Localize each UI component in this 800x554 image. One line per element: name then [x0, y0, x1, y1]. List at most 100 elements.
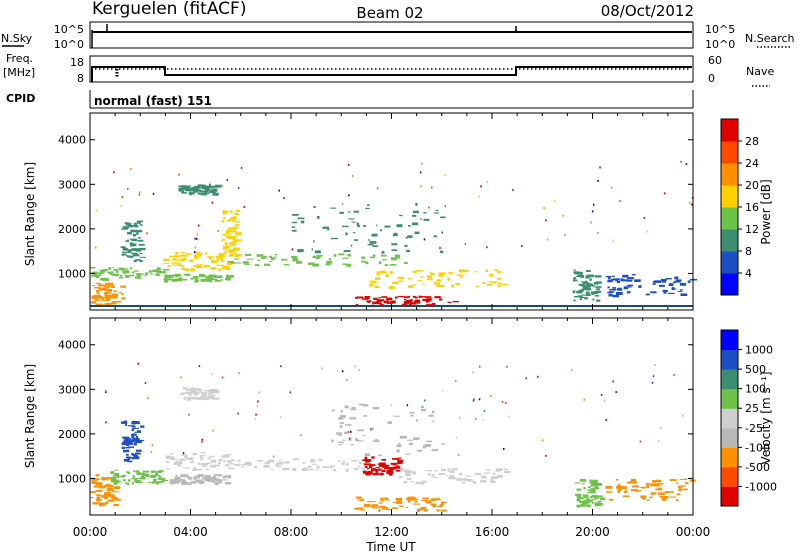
velocity-echo-cell [96, 494, 100, 497]
velocity-echo-cell [375, 438, 378, 442]
power-echo-cell [126, 255, 129, 257]
velocity-echo-cell [226, 476, 231, 479]
velocity-echo-cell [370, 464, 376, 467]
velocity-echo-cell [127, 460, 133, 463]
date-title: 08/Oct/2012 [601, 2, 694, 20]
power-echo-cell [497, 282, 502, 285]
velocity-echo-cell [623, 495, 630, 498]
velocity-noise-cell [659, 427, 662, 430]
power-echo-cell [407, 235, 413, 238]
power-echo-cell [120, 274, 122, 277]
velocity-echo-cell [504, 470, 511, 474]
velocity-echo-cell [393, 415, 400, 417]
power-echo-cell [205, 188, 209, 191]
velocity-echo-cell [434, 476, 438, 479]
velocity-echo-cell [387, 508, 391, 511]
velocity-echo-cell [117, 480, 121, 483]
velocity-echo-cell [583, 487, 586, 490]
power-echo-cell [366, 204, 370, 206]
velocity-echo-cell [265, 461, 269, 463]
velocity-echo-cell [483, 472, 491, 474]
velocity-echo-cell [437, 505, 440, 508]
velocity-echo-cell [389, 467, 397, 470]
power-echo-cell [123, 248, 129, 251]
velocity-echo-cell [388, 473, 393, 476]
velocity-noise-cell [482, 418, 484, 421]
velocity-echo-cell [292, 458, 299, 461]
velocity-echo-cell [595, 504, 600, 507]
velocity-echo-cell [183, 396, 186, 398]
power-echo-cell [130, 243, 135, 247]
power-echo-cell [578, 289, 585, 292]
power-echo-cell [189, 259, 193, 263]
velocity-noise-cell [478, 398, 481, 401]
velocity-noise-cell [257, 400, 259, 403]
velocity-echo-cell [441, 501, 447, 503]
power-echo-cell [172, 274, 178, 277]
power-echo-cell [223, 217, 226, 219]
velocity-echo-cell [150, 474, 157, 478]
cpid-value: normal (fast) 151 [94, 94, 212, 108]
power-echo-cell [181, 185, 187, 188]
power-echo-cell [167, 275, 173, 277]
velocity-x-ticks [89, 318, 694, 515]
power-noise-cell [444, 174, 446, 176]
power-echo-cell [462, 269, 469, 273]
power-noise-cell [380, 229, 382, 232]
power-echo-cell [229, 210, 233, 213]
power-echo-cell [211, 188, 217, 190]
velocity-colorbar-swatch [721, 408, 738, 429]
power-noise-cell [691, 203, 693, 206]
velocity-echo-cell [134, 479, 141, 483]
velocity-noise-cell [612, 380, 614, 383]
velocity-noise-cell [472, 399, 475, 402]
power-echo-cell [627, 277, 634, 280]
power-echo-cell [244, 263, 251, 265]
velocity-echo-cell [661, 498, 667, 501]
velocity-echo-cell [365, 460, 370, 463]
velocity-echo-cell [495, 469, 501, 472]
power-echo-cell [209, 257, 212, 260]
power-noise-cell [486, 180, 488, 183]
power-echo-cell [605, 276, 612, 278]
power-echo-cell [225, 236, 231, 238]
power-colorbar-swatch [721, 207, 738, 230]
velocity-noise-cell [151, 444, 154, 447]
power-echo-cell [458, 270, 462, 273]
velocity-echo-cell [198, 397, 202, 399]
velocity-echo-cell [131, 421, 138, 424]
power-echo-cell [414, 299, 420, 302]
velocity-echo-cell [281, 468, 287, 471]
velocity-noise-cell [180, 376, 182, 379]
velocity-echo-cell [173, 461, 180, 464]
velocity-echo-cell [381, 497, 386, 499]
power-echo-cell [291, 229, 297, 232]
velocity-echo-cell [421, 409, 426, 412]
power-echo-cell [121, 228, 128, 230]
power-echo-cell [426, 300, 430, 303]
velocity-echo-cell [243, 463, 246, 466]
power-echo-cell [412, 295, 416, 298]
power-echo-cell [345, 232, 348, 236]
velocity-echo-cell [225, 475, 232, 478]
power-echo-cell [372, 245, 379, 247]
velocity-echo-cell [431, 476, 435, 478]
power-noise-cell [313, 240, 315, 243]
power-echo-cell [129, 242, 134, 244]
power-echo-cell [584, 280, 588, 283]
velocity-echo-cell [396, 469, 401, 472]
power-echo-cell [497, 277, 502, 280]
power-echo-cell [342, 257, 349, 259]
velocity-echo-cell [456, 478, 463, 481]
power-echo-cell [102, 269, 108, 272]
power-echo-cell [186, 273, 191, 277]
power-echo-cell [455, 282, 461, 286]
power-echo-cell [231, 227, 237, 231]
power-echo-cell [104, 303, 112, 306]
velocity-echo-cell [112, 490, 116, 492]
velocity-echo-cell [372, 507, 379, 509]
power-echo-cell [403, 299, 407, 301]
velocity-echo-cell [96, 496, 100, 500]
velocity-echo-cell [170, 456, 175, 459]
power-echo-cell [168, 255, 175, 258]
